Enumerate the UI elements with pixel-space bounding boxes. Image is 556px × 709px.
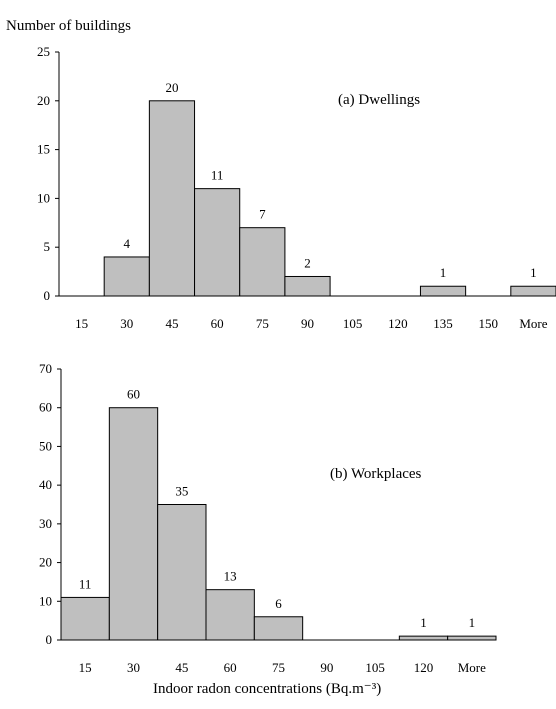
dwellings-y-tick-label: 5: [44, 239, 51, 254]
dwellings-x-tick-label: 90: [301, 316, 314, 331]
workplaces-y-tick-label: 0: [46, 632, 53, 647]
workplaces-bar: [108, 407, 159, 641]
dwellings-x-tick-label: 135: [433, 316, 453, 331]
workplaces-data-label: 13: [224, 569, 237, 584]
workplaces-bar: [60, 596, 110, 641]
workplaces-x-tick-label: 105: [365, 660, 385, 675]
dwellings-bar: [148, 100, 196, 297]
y-axis-title: Number of buildings: [6, 18, 131, 34]
workplaces-bar: [253, 616, 304, 641]
dwellings-y-tick-label: 15: [37, 142, 50, 157]
workplaces-bar: [447, 635, 497, 641]
workplaces-bar: [157, 504, 207, 641]
dwellings-bar: [284, 275, 331, 297]
dwellings-data-label: 1: [440, 265, 447, 280]
dwellings-x-tick-label: 30: [120, 316, 133, 331]
dwellings-bar: [239, 227, 286, 297]
dwellings-y-tick-label: 20: [37, 93, 50, 108]
workplaces-y-tick-label: 50: [39, 438, 52, 453]
workplaces-data-label: 1: [420, 615, 427, 630]
workplaces-data-label: 1: [469, 615, 476, 630]
dwellings-y-tick-label: 25: [37, 44, 50, 59]
workplaces-x-tick-label: 120: [414, 660, 434, 675]
workplaces-bar: [398, 635, 449, 641]
dwellings-bar: [103, 256, 150, 297]
dwellings-x-tick-label: 150: [478, 316, 498, 331]
dwellings-data-label: 2: [304, 255, 311, 270]
dwellings-y-tick-label: 0: [44, 288, 51, 303]
dwellings-data-label: 4: [124, 236, 131, 251]
dwellings-x-tick-label: 15: [75, 316, 88, 331]
workplaces-bar: [205, 589, 255, 641]
workplaces-panel-label: (b) Workplaces: [330, 466, 422, 482]
workplaces-y-tick-label: 40: [39, 477, 52, 492]
workplaces-x-tick-label: 30: [127, 660, 140, 675]
workplaces-y-tick-label: 60: [39, 400, 52, 415]
dwellings-data-label: 1: [530, 265, 537, 280]
dwellings-data-label: 7: [259, 207, 266, 222]
workplaces-x-tick-label: 75: [272, 660, 285, 675]
dwellings-x-tick-label: 75: [256, 316, 269, 331]
dwellings-x-tick-label: 105: [343, 316, 363, 331]
workplaces-x-tick-label: 45: [175, 660, 188, 675]
dwellings-data-label: 11: [211, 168, 224, 183]
workplaces-y-tick-label: 70: [39, 361, 52, 376]
x-axis-title: Indoor radon concentrations (Bq.m⁻³): [153, 681, 381, 697]
dwellings-bar: [194, 188, 241, 297]
dwellings-y-tick-label: 10: [37, 190, 50, 205]
workplaces-data-label: 60: [127, 387, 140, 402]
dwellings-x-tick-label: More: [519, 316, 547, 331]
dwellings-x-tick-label: 120: [388, 316, 408, 331]
dwellings-x-tick-label: 45: [165, 316, 178, 331]
workplaces-x-tick-label: 15: [79, 660, 92, 675]
workplaces-data-label: 11: [79, 576, 92, 591]
workplaces-data-label: 6: [275, 596, 282, 611]
workplaces-chart: (b) Workplaces 0102030405060701115603035…: [39, 361, 497, 675]
workplaces-x-tick-label: 90: [320, 660, 333, 675]
dwellings-bar: [419, 285, 467, 297]
dwellings-bar: [510, 285, 556, 297]
dwellings-x-tick-label: 60: [211, 316, 224, 331]
workplaces-data-label: 35: [175, 484, 188, 499]
dwellings-panel-label: (a) Dwellings: [338, 92, 420, 108]
workplaces-y-tick-label: 10: [39, 593, 52, 608]
workplaces-x-tick-label: 60: [224, 660, 237, 675]
workplaces-y-tick-label: 30: [39, 516, 52, 531]
workplaces-y-tick-label: 20: [39, 555, 52, 570]
dwellings-chart: (a) Dwellings 05101520251543020451160775…: [37, 44, 556, 331]
workplaces-x-tick-label: More: [458, 660, 486, 675]
dwellings-data-label: 20: [165, 80, 178, 95]
